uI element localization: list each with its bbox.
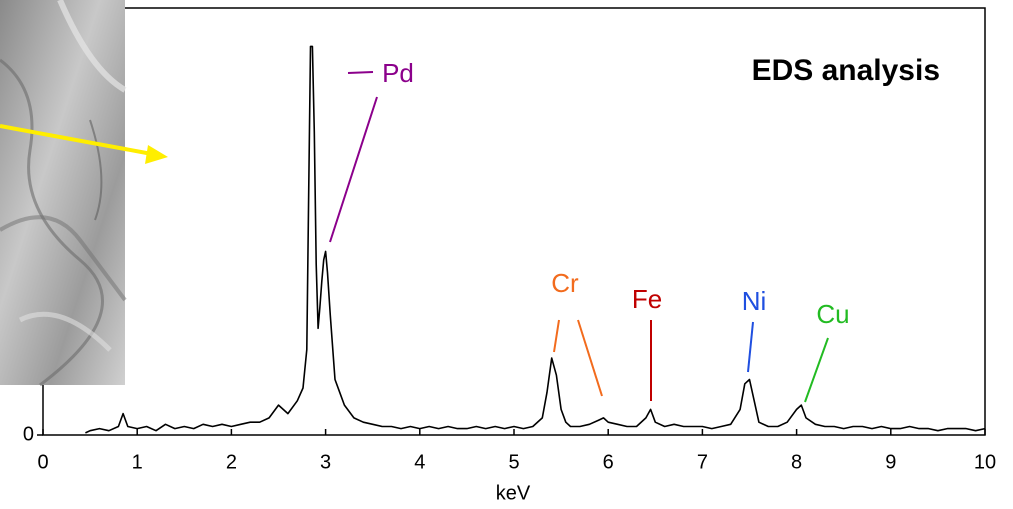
peak-leader: [553, 319, 560, 353]
y-tick-label: 0: [23, 423, 34, 445]
x-tick-label: 4: [414, 451, 425, 473]
x-tick-label: 3: [320, 451, 331, 473]
peak-leader: [747, 321, 754, 373]
peak-leader: [347, 71, 374, 74]
x-tick-label: 5: [508, 451, 519, 473]
x-tick-label: 2: [226, 451, 237, 473]
x-tick-label: 8: [791, 451, 802, 473]
inset-image: [0, 0, 127, 387]
spectrum-line: [85, 45, 986, 434]
x-tick-label: 1: [132, 451, 143, 473]
peak-label: Pd: [382, 58, 414, 88]
peak-label: Ni: [742, 286, 767, 316]
x-tick-label: 10: [974, 451, 996, 473]
x-axis-label: keV: [496, 482, 531, 504]
peak-leader: [804, 337, 829, 403]
x-tick-label: 6: [603, 451, 614, 473]
peak-leader: [329, 96, 378, 243]
x-tick-label: 7: [697, 451, 708, 473]
peak-label: Cu: [816, 299, 849, 329]
x-tick-label: 9: [885, 451, 896, 473]
pointer-arrow: [0, 124, 168, 164]
peak-label: Cr: [551, 268, 579, 298]
plot: [37, 45, 986, 436]
peak-label: Fe: [632, 284, 662, 314]
peak-leader: [577, 319, 603, 397]
chart-title: EDS analysis: [752, 54, 940, 87]
x-tick-label: 0: [37, 451, 48, 473]
